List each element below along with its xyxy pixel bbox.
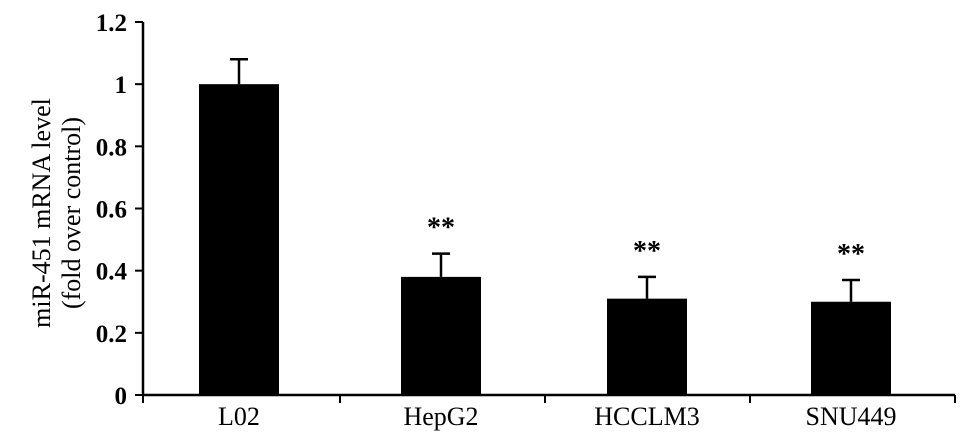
x-tick-label: L02 bbox=[218, 402, 260, 431]
x-tick-label: SNU449 bbox=[805, 402, 896, 431]
y-tick-label: 0.2 bbox=[96, 321, 127, 348]
bar-hepg2 bbox=[401, 276, 481, 395]
x-tick-label: HepG2 bbox=[403, 402, 478, 431]
y-tick-label: 0.4 bbox=[96, 259, 128, 286]
y-tick-label: 0.8 bbox=[96, 134, 127, 161]
y-tick-label: 0.6 bbox=[96, 197, 127, 224]
y-tick-label: 1.2 bbox=[96, 10, 127, 37]
x-tick-labels: L02 HepG2 HCCLM3 SNU449 bbox=[218, 402, 896, 431]
y-axis-title-line-2: (fold over control) bbox=[57, 117, 86, 309]
y-tick-label: 1 bbox=[115, 72, 128, 99]
y-ticks: 0 0.2 0.4 0.6 0.8 1 1.2 bbox=[96, 10, 143, 410]
y-tick-label: 0 bbox=[115, 383, 128, 410]
bar-hcclm3 bbox=[607, 298, 687, 395]
y-axis-title: miR-451 mRNA level (fold over control) bbox=[27, 98, 86, 328]
bar-snu449 bbox=[811, 301, 891, 395]
x-tick-label: HCCLM3 bbox=[594, 402, 699, 431]
significance-marker: ** bbox=[427, 213, 455, 244]
error-bars bbox=[230, 58, 860, 302]
bar-l02 bbox=[199, 84, 279, 396]
significance-annotations: ** ** ** bbox=[427, 213, 865, 270]
y-axis-title-line-1: miR-451 mRNA level bbox=[27, 98, 56, 328]
bars bbox=[199, 84, 891, 396]
significance-marker: ** bbox=[633, 236, 661, 267]
significance-marker: ** bbox=[837, 239, 865, 270]
